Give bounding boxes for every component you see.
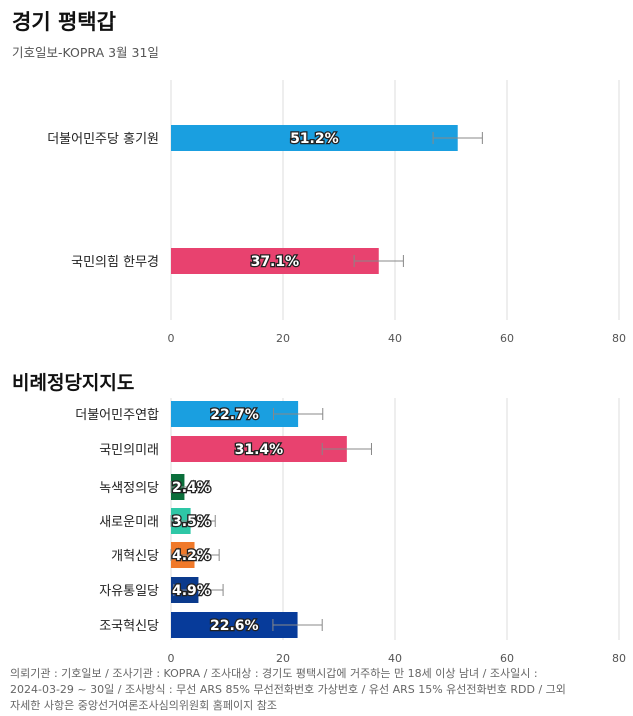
party-category-label: 개혁신당 <box>111 549 159 564</box>
section-title-party: 비례정당지지도 <box>12 372 135 394</box>
candidate-category-label: 더불어민주당 홍기원 <box>47 132 159 147</box>
x-tick-label: 0 <box>168 652 175 665</box>
page-subtitle: 기호일보-KOPRA 3월 31일 <box>12 45 159 60</box>
footer-line: 의뢰기관 : 기호일보 / 조사기관 : KOPRA / 조사대상 : 경기도 … <box>10 667 538 680</box>
candidate-value-label: 51.2% <box>290 131 339 147</box>
x-tick-label: 60 <box>500 652 514 665</box>
party-value-label: 22.6% <box>210 618 259 634</box>
party-category-label: 자유통일당 <box>99 584 159 599</box>
footer-line: 자세한 사항은 중앙선거여론조사심의위원회 홈페이지 참조 <box>10 699 277 712</box>
candidate-bar <box>171 125 458 151</box>
footer-note: 의뢰기관 : 기호일보 / 조사기관 : KOPRA / 조사대상 : 경기도 … <box>10 666 622 714</box>
candidate-bar <box>171 248 379 274</box>
party-value-label: 4.9% <box>172 583 211 599</box>
candidate-value-label: 37.1% <box>251 254 300 270</box>
x-tick-label: 80 <box>612 652 626 665</box>
party-category-label: 더불어민주연합 <box>75 408 159 423</box>
party-value-label: 22.7% <box>210 407 259 423</box>
party-value-label: 3.5% <box>172 514 211 530</box>
party-value-label: 4.2% <box>172 548 211 564</box>
candidate-category-label: 국민의힘 한무경 <box>71 255 159 270</box>
party-value-label: 2.4% <box>172 480 211 496</box>
party-bar <box>171 436 347 462</box>
page-title: 경기 평택갑 <box>12 10 116 34</box>
party-category-label: 새로운미래 <box>99 515 159 530</box>
x-tick-label: 40 <box>388 652 402 665</box>
x-tick-label: 40 <box>388 332 402 345</box>
footer-line: 2024-03-29 ~ 30일 / 조사방식 : 무선 ARS 85% 무선전… <box>10 683 566 696</box>
party-category-label: 국민의미래 <box>99 443 159 458</box>
party-category-label: 조국혁신당 <box>99 619 159 634</box>
x-tick-label: 80 <box>612 332 626 345</box>
x-tick-label: 0 <box>168 332 175 345</box>
x-tick-label: 60 <box>500 332 514 345</box>
x-tick-label: 20 <box>276 652 290 665</box>
party-value-label: 31.4% <box>235 442 284 458</box>
x-tick-label: 20 <box>276 332 290 345</box>
party-category-label: 녹색정의당 <box>99 481 159 496</box>
